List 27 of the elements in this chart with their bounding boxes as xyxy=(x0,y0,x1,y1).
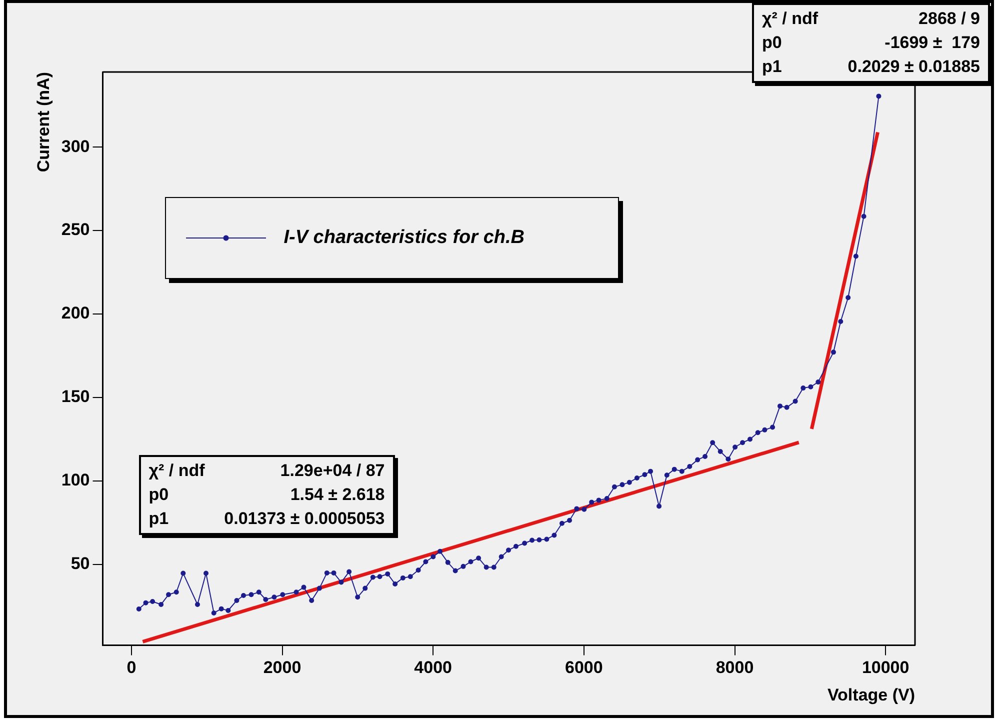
y-tick-label: 300 xyxy=(61,136,90,156)
annotation: 1.29e+04 / 87 xyxy=(280,460,385,482)
y-tick-label: 100 xyxy=(61,470,90,490)
annotation: χ² / ndf xyxy=(148,460,205,482)
x-tick-label: 4000 xyxy=(414,658,452,678)
annotation: p0 xyxy=(148,484,169,506)
annotation: 1.54 ± 2.618 xyxy=(290,484,385,506)
text: 2868 / 9 xyxy=(918,8,980,30)
annotation: 0.2029 ± 0.01885 xyxy=(848,56,980,78)
x-tick-label: 2000 xyxy=(263,658,302,678)
text: -1699 ± 179 xyxy=(884,32,980,54)
text: χ² / ndf xyxy=(762,8,818,30)
annotation: p1 xyxy=(762,56,782,78)
y-tick-label: 250 xyxy=(61,220,90,240)
legend-label: I-V characteristics for ch.B xyxy=(284,227,525,249)
x-axis-title: Voltage (V) xyxy=(827,685,915,704)
text: p0 xyxy=(762,32,782,54)
x-tick-label: 6000 xyxy=(565,658,603,678)
y-tick-label: 50 xyxy=(70,554,90,573)
y-tick-label: 200 xyxy=(61,304,90,323)
x-tick-label: 0 xyxy=(126,658,136,678)
y-tick-label: 150 xyxy=(61,387,90,406)
x-tick-label: 10000 xyxy=(862,658,910,678)
annotation: p1 xyxy=(148,508,169,530)
annotation: 0.01373 ± 0.0005053 xyxy=(224,508,385,530)
x-tick-label: 8000 xyxy=(716,658,754,678)
y-axis-title: Current (nA) xyxy=(34,72,53,172)
